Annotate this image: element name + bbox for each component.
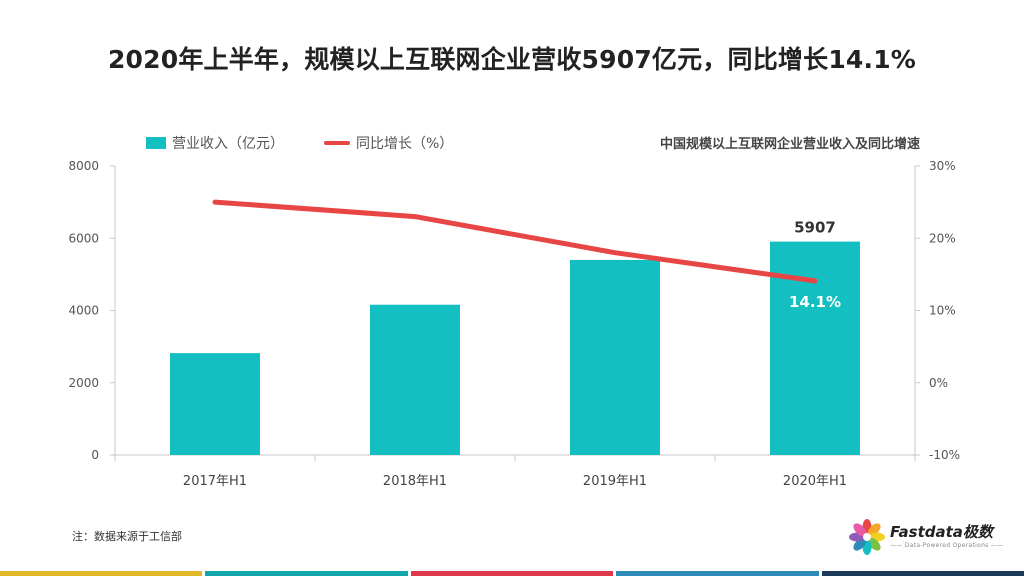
left-axis-tick-label: 6000 <box>68 231 99 245</box>
chart-legend: 营业收入（亿元） 同比增长（%） <box>146 133 493 153</box>
footer-stripe <box>616 571 819 576</box>
footer-stripe <box>0 571 203 576</box>
logo-petal <box>853 537 867 551</box>
source-note: 注：数据来源于工信部 <box>72 530 182 543</box>
legend-item-revenue: 营业收入（亿元） <box>146 133 284 153</box>
brand-logo: Fastdata极数 —— Data-Powered Operations —— <box>848 518 1003 556</box>
right-axis-tick-label: 20% <box>929 231 956 245</box>
left-axis-tick-label: 2000 <box>68 376 99 390</box>
growth-data-label: 14.1% <box>789 293 841 311</box>
bar-revenue <box>170 353 260 455</box>
growth-line <box>212 199 818 284</box>
legend-item-growth: 同比增长（%） <box>324 133 453 153</box>
legend-label-revenue: 营业收入（亿元） <box>172 136 284 152</box>
logo-petal <box>867 523 881 537</box>
x-axis-tick-label: 2017年H1 <box>183 474 247 489</box>
logo-center <box>863 533 871 541</box>
right-axis-tick-label: -10% <box>929 448 960 462</box>
footer-stripe <box>821 571 1024 576</box>
footer-stripe <box>205 571 408 576</box>
logo-tagline: —— Data-Powered Operations —— <box>890 542 1004 549</box>
x-axis-tick-label: 2018年H1 <box>383 474 447 489</box>
x-axis-tick-label: 2019年H1 <box>583 474 647 489</box>
legend-swatch-bar <box>146 137 166 149</box>
right-axis-tick-label: 0% <box>929 376 948 390</box>
x-axis-tick-label: 2020年H1 <box>783 474 847 489</box>
logo-petal <box>867 537 881 551</box>
left-axis-tick-label: 0 <box>91 448 99 462</box>
legend-swatch-line <box>324 141 350 145</box>
footer-stripes <box>0 571 1024 576</box>
chart-title: 中国规模以上互联网企业营业收入及同比增速 <box>659 137 920 152</box>
logo-flower-icon <box>849 519 885 555</box>
left-axis-tick-label: 8000 <box>68 159 99 173</box>
left-axis-tick-label: 4000 <box>68 304 99 318</box>
legend-label-growth: 同比增长（%） <box>356 136 454 152</box>
bar-revenue <box>770 241 860 455</box>
bar-revenue <box>570 259 660 455</box>
footer-stripe <box>410 571 614 576</box>
logo-name: Fastdata极数 <box>890 523 993 541</box>
logo-petal <box>853 523 867 537</box>
right-axis-tick-label: 30% <box>929 159 956 173</box>
right-axis-tick-label: 10% <box>929 304 956 318</box>
bar-revenue <box>370 304 460 455</box>
page-title: 2020年上半年，规模以上互联网企业营收5907亿元，同比增长14.1% <box>107 45 917 74</box>
bar-data-label: 5907 <box>794 219 836 237</box>
